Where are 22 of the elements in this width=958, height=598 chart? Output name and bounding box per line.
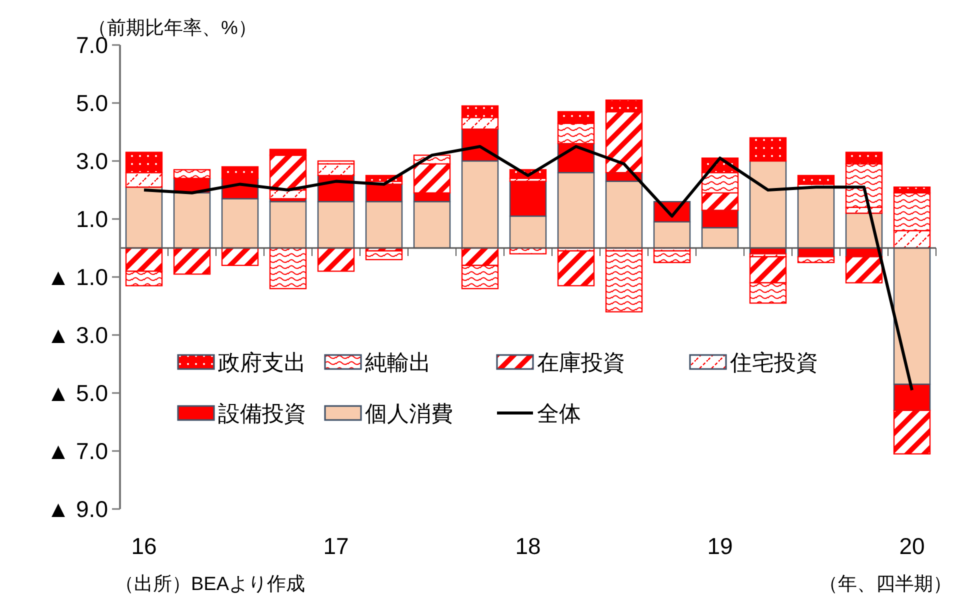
legend-label: 純輸出 [365, 350, 431, 375]
legend-label: 設備投資 [218, 401, 306, 426]
text: （出所）BEAより作成 [115, 574, 306, 595]
legend-label: 在庫投資 [537, 350, 625, 375]
legend-label: 全体 [537, 401, 581, 426]
x-axis-title: （年、四半期） [819, 574, 952, 595]
x-tick-label: 17 [323, 533, 349, 559]
legend-label: 個人消費 [365, 401, 453, 426]
legend-label: 住宅投資 [729, 350, 818, 375]
y-tick-label: ▲ 5.0 [46, 380, 108, 406]
y-tick-label: 3.0 [76, 148, 108, 174]
x-tick-label: 18 [515, 533, 541, 559]
y-tick-label: ▲ 7.0 [46, 438, 108, 464]
y-tick-label: ▲ 1.0 [46, 264, 108, 290]
y-tick-label: 1.0 [76, 206, 108, 232]
x-tick-label: 16 [131, 533, 157, 559]
y-tick-label: ▲ 9.0 [46, 496, 108, 522]
legend-label: 政府支出 [218, 350, 306, 375]
x-tick-label: 19 [707, 533, 733, 559]
y-tick-label: 5.0 [76, 90, 108, 116]
x-tick-label: 20 [899, 533, 925, 559]
y-tick-label: ▲ 3.0 [46, 322, 108, 348]
